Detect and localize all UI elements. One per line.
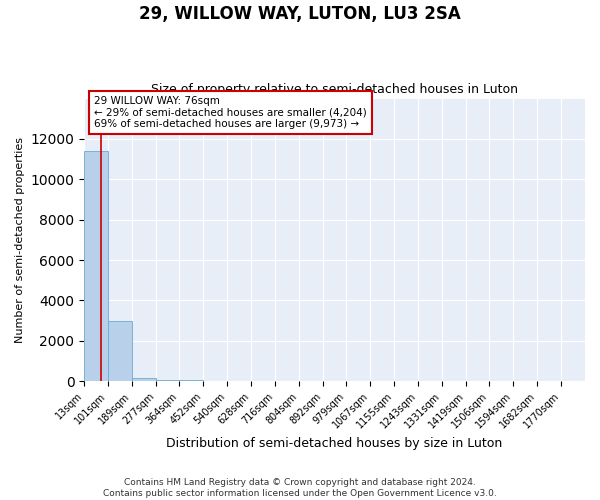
Bar — [179, 380, 203, 381]
Bar — [132, 378, 156, 381]
Title: Size of property relative to semi-detached houses in Luton: Size of property relative to semi-detach… — [151, 83, 518, 96]
Text: 29 WILLOW WAY: 76sqm
← 29% of semi-detached houses are smaller (4,204)
69% of se: 29 WILLOW WAY: 76sqm ← 29% of semi-detac… — [94, 96, 367, 129]
Y-axis label: Number of semi-detached properties: Number of semi-detached properties — [15, 137, 25, 343]
Text: 29, WILLOW WAY, LUTON, LU3 2SA: 29, WILLOW WAY, LUTON, LU3 2SA — [139, 5, 461, 23]
Bar — [108, 321, 132, 381]
Text: Contains HM Land Registry data © Crown copyright and database right 2024.
Contai: Contains HM Land Registry data © Crown c… — [103, 478, 497, 498]
Bar — [156, 380, 180, 381]
Bar — [84, 152, 108, 381]
X-axis label: Distribution of semi-detached houses by size in Luton: Distribution of semi-detached houses by … — [166, 437, 503, 450]
